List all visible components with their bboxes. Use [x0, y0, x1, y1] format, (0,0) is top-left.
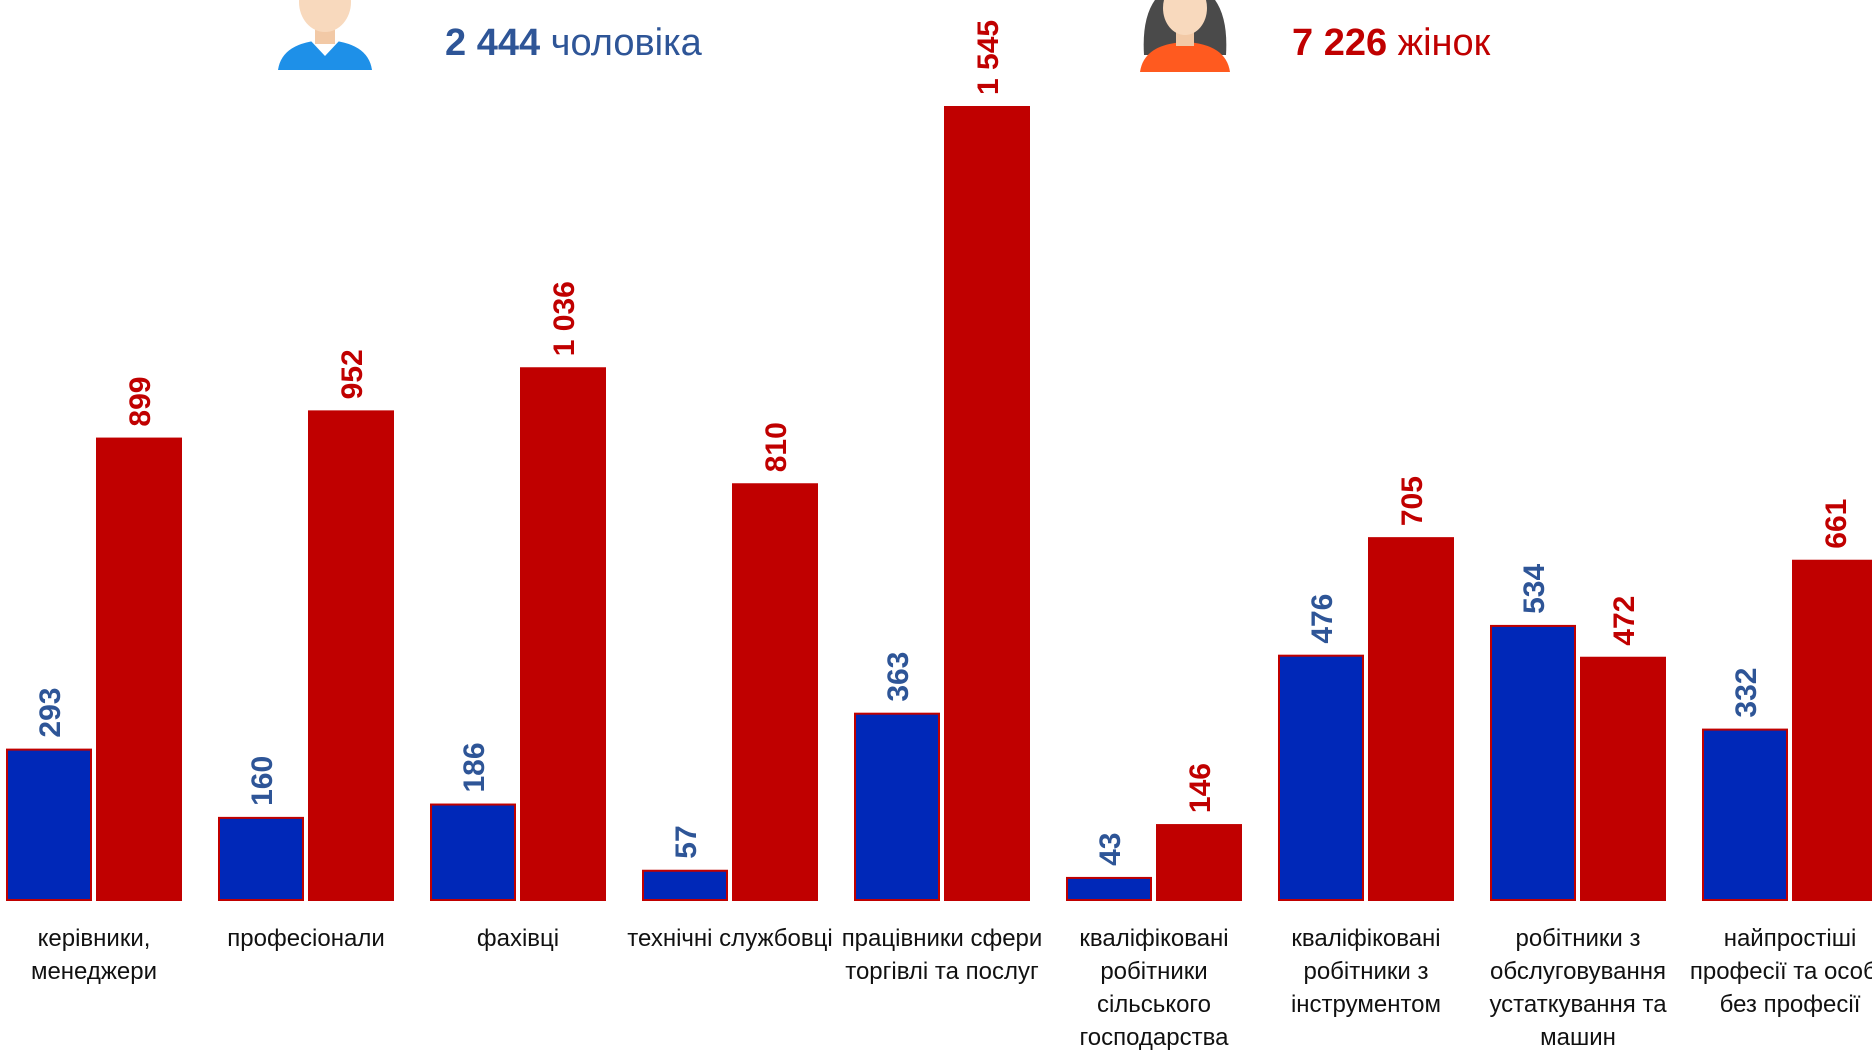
category-label-3: технічні службовці [627, 925, 833, 952]
category-label-2: фахівці [476, 925, 560, 952]
value-label-men-6: 476 [1306, 594, 1339, 644]
category-label-8: найпростіші професії та особи без профес… [1689, 925, 1872, 1018]
bar-men-4 [854, 712, 940, 901]
value-label-men-2: 186 [458, 742, 491, 792]
value-label-men-1: 160 [246, 756, 279, 806]
value-label-women-6: 705 [1396, 476, 1429, 526]
category-label-0: керівники, менеджери [30, 925, 158, 985]
men-label: чоловіка [550, 22, 702, 64]
category-label-6: кваліфіковані робітники з інструментом [1290, 925, 1442, 1018]
bar-chart: 293 899 160 952 186 1 036 57 810 363 1 545 43 146 47… [6, 20, 1872, 902]
value-label-women-2: 1 036 [548, 281, 581, 356]
value-label-men-0: 293 [34, 688, 67, 738]
value-label-women-8: 661 [1820, 499, 1853, 549]
men-count: 2 444 [445, 22, 541, 64]
bar-women-6 [1368, 537, 1454, 901]
women-count: 7 226 [1292, 22, 1388, 64]
value-label-women-0: 899 [124, 377, 157, 427]
bar-women-0 [96, 437, 182, 901]
value-label-men-8: 332 [1730, 668, 1763, 718]
category-label-5: кваліфіковані робітники сільського госпо… [1079, 925, 1229, 1051]
value-label-women-5: 146 [1184, 763, 1217, 813]
value-label-men-4: 363 [882, 652, 915, 702]
value-label-women-1: 952 [336, 349, 369, 399]
bar-men-5 [1066, 876, 1152, 901]
bar-women-7 [1580, 656, 1666, 902]
bar-men-8 [1702, 728, 1788, 902]
value-label-men-7: 534 [1518, 564, 1551, 614]
bar-women-5 [1156, 824, 1242, 902]
man-avatar-icon [278, 0, 372, 70]
bar-men-2 [430, 803, 516, 902]
bar-men-3 [642, 869, 728, 902]
women-label: жінок [1397, 22, 1491, 64]
bar-men-6 [1278, 654, 1364, 901]
bar-women-4 [944, 106, 1030, 901]
bar-men-0 [6, 748, 92, 901]
category-label-4: працівники сфери торгівлі та послуг [841, 925, 1043, 985]
category-label-7: робітники з обслуговування устаткування … [1489, 925, 1667, 1051]
category-label-1: професіонали [227, 925, 385, 952]
bar-men-7 [1490, 624, 1576, 901]
value-label-women-4: 1 545 [972, 20, 1005, 95]
value-label-men-5: 43 [1094, 833, 1127, 866]
bar-men-1 [218, 816, 304, 901]
bar-women-2 [520, 367, 606, 901]
value-label-women-3: 810 [760, 422, 793, 472]
bar-women-3 [732, 483, 818, 901]
bar-women-1 [308, 410, 394, 901]
value-label-men-3: 57 [670, 825, 703, 858]
bar-women-8 [1792, 559, 1872, 901]
woman-avatar-icon [1140, 0, 1230, 72]
value-label-women-7: 472 [1608, 596, 1641, 646]
